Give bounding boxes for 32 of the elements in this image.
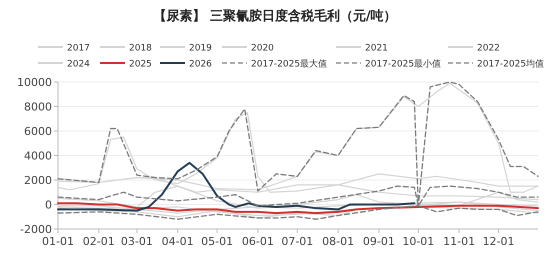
x-tick-label: 10-01 <box>402 235 434 248</box>
legend-label: 2025 <box>129 60 152 70</box>
legend-label: 2021 <box>365 44 388 54</box>
chart-title: 【尿素】 三聚氰胺日度含税毛利（元/吨） <box>153 8 397 24</box>
x-tick-label: 12-01 <box>482 235 515 248</box>
legend-label: 2024 <box>67 60 90 70</box>
y-tick-label: 10000 <box>17 76 52 89</box>
x-tick-label: 06-01 <box>242 235 274 248</box>
x-tick-label: 03-01 <box>120 235 153 248</box>
legend-label: 2017 <box>67 44 90 54</box>
legend-label: 2017-2025均值 <box>477 58 544 70</box>
x-tick-label: 09-01 <box>362 235 395 248</box>
y-tick-label: 2000 <box>24 174 52 187</box>
y-tick-label: 6000 <box>24 125 52 138</box>
y-tick-label: -2000 <box>20 223 52 236</box>
legend-label: 2026 <box>189 60 212 70</box>
x-tick-label: 04-01 <box>162 235 194 248</box>
x-tick-label: 08-01 <box>322 235 354 248</box>
legend-label: 2017-2025最小值 <box>365 58 442 70</box>
legend-label: 2022 <box>477 44 500 54</box>
x-tick-label: 05-01 <box>201 235 234 248</box>
legend-label: 2018 <box>129 44 152 54</box>
x-tick-label: 02-01 <box>82 235 115 248</box>
x-tick-label: 11-01 <box>443 235 476 248</box>
y-tick-label: 0 <box>45 198 52 212</box>
legend-label: 2019 <box>189 44 212 54</box>
x-tick-label: 01-01 <box>42 235 74 248</box>
legend-label: 2020 <box>251 44 274 54</box>
legend-label: 2017-2025最大值 <box>251 58 328 70</box>
y-tick-label: 4000 <box>24 150 52 162</box>
y-tick-label: 8000 <box>24 100 52 114</box>
x-tick-label: 07-01 <box>281 235 314 248</box>
